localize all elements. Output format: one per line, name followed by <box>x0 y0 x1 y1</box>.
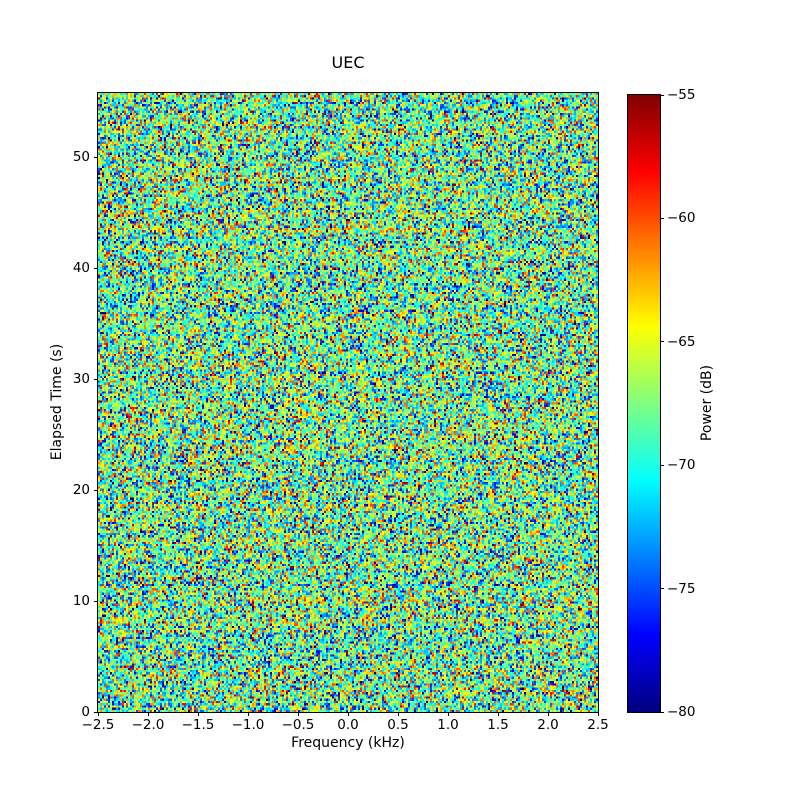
colorbar-label: Power (dB) <box>699 364 715 442</box>
colorbar-tick-label: −55 <box>667 87 696 103</box>
colorbar-tick-label: −60 <box>667 210 696 227</box>
colorbar-tick-mark <box>660 588 664 590</box>
x-tick-label: −0.5 <box>281 717 315 733</box>
y-tick-label: 0 <box>81 704 90 720</box>
x-tick-mark <box>547 712 549 716</box>
x-tick-label: −2.0 <box>131 717 165 733</box>
colorbar-tick-mark <box>660 217 664 219</box>
x-tick-label: 1.0 <box>437 717 459 733</box>
x-tick-label: −1.5 <box>181 717 215 733</box>
x-tick-mark <box>347 712 349 716</box>
x-tick-mark <box>297 712 299 716</box>
x-tick-label: −1.0 <box>231 717 265 733</box>
spectrogram-canvas <box>98 93 598 712</box>
x-tick-mark <box>97 712 99 716</box>
y-tick-label: 20 <box>72 482 90 499</box>
y-tick-mark <box>94 600 98 602</box>
chart-title: UEC <box>331 53 365 72</box>
colorbar-tick-mark <box>660 711 664 713</box>
y-tick-mark <box>94 267 98 269</box>
y-tick-label: 50 <box>72 149 90 166</box>
colorbar-tick-mark <box>660 341 664 343</box>
plot-area <box>97 92 599 713</box>
y-tick-label: 30 <box>72 371 90 388</box>
colorbar-tick-mark <box>660 94 664 96</box>
x-tick-label: 2.0 <box>537 717 559 733</box>
x-tick-label: 0.0 <box>337 717 359 733</box>
y-tick-mark <box>94 711 98 713</box>
x-tick-mark <box>497 712 499 716</box>
y-tick-mark <box>94 378 98 380</box>
y-tick-mark <box>94 489 98 491</box>
x-axis-label: Frequency (kHz) <box>291 735 405 751</box>
colorbar-tick-mark <box>660 464 664 466</box>
x-tick-label: 1.5 <box>487 717 509 733</box>
x-tick-mark <box>397 712 399 716</box>
y-axis-label: Elapsed Time (s) <box>49 343 65 461</box>
x-tick-label: 0.5 <box>387 717 409 733</box>
colorbar <box>627 94 661 713</box>
colorbar-tick-label: −80 <box>667 704 696 720</box>
y-tick-label: 10 <box>72 593 90 610</box>
colorbar-tick-label: −65 <box>667 333 696 350</box>
y-tick-mark <box>94 156 98 158</box>
x-tick-mark <box>197 712 199 716</box>
colorbar-gradient <box>628 95 660 712</box>
x-tick-mark <box>597 712 599 716</box>
x-tick-label: 2.5 <box>587 717 609 733</box>
x-tick-mark <box>147 712 149 716</box>
colorbar-tick-label: −70 <box>667 457 696 474</box>
x-tick-mark <box>247 712 249 716</box>
x-tick-label: −2.5 <box>81 717 115 733</box>
colorbar-tick-label: −75 <box>667 580 696 597</box>
x-tick-mark <box>447 712 449 716</box>
y-tick-label: 40 <box>72 260 90 277</box>
